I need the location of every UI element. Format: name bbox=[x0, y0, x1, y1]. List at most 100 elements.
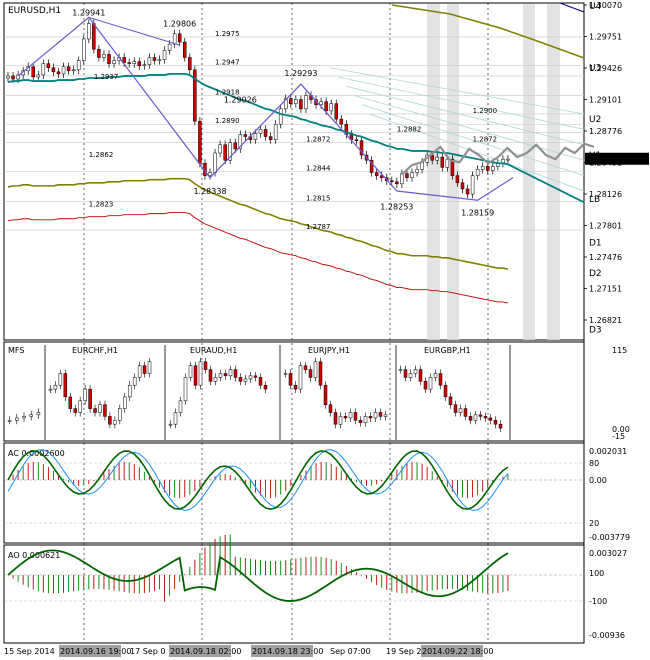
candle-body bbox=[162, 50, 167, 60]
candle-body bbox=[208, 172, 212, 176]
mfs-candle bbox=[15, 417, 19, 421]
candle-body bbox=[193, 69, 197, 122]
mfs-candle bbox=[173, 412, 178, 425]
level-label-U4: U4 bbox=[589, 2, 602, 12]
mfs-candle bbox=[233, 369, 238, 378]
mfs-candle bbox=[243, 378, 248, 382]
ao-axis-label-1: 100 bbox=[589, 569, 604, 578]
swing-price-label-6: 1.28159 bbox=[461, 209, 494, 218]
x-axis-label-7: 2014.09.22 18:00 bbox=[422, 647, 493, 656]
mfs-candle bbox=[203, 361, 208, 370]
price-axis-label-2: 1.29426 bbox=[589, 64, 622, 73]
mfs-candle bbox=[208, 369, 213, 382]
mfs-series-label-1: EURAUD,H1 bbox=[190, 346, 237, 355]
mfs-candle bbox=[313, 361, 318, 378]
candle-body bbox=[223, 144, 227, 161]
mfs-candle bbox=[308, 369, 313, 378]
candle-body bbox=[329, 103, 333, 112]
candle-body bbox=[354, 139, 359, 141]
mfs-candle bbox=[368, 416, 373, 419]
current-price-label: 1.28564 bbox=[589, 155, 622, 164]
candle-body bbox=[405, 173, 409, 178]
ac-signal-line bbox=[7, 449, 509, 511]
mfs-candle bbox=[137, 365, 142, 378]
ac-axis-label-3: 20 bbox=[589, 519, 599, 528]
swing-price-label-1: 1.29806 bbox=[163, 20, 196, 29]
candle-body bbox=[66, 66, 71, 72]
level-price-label-12: 1.2900 bbox=[473, 107, 498, 115]
zigzag-branch bbox=[88, 16, 180, 46]
candle-body bbox=[390, 180, 394, 183]
candle-body bbox=[415, 169, 419, 173]
candle-body bbox=[284, 98, 288, 110]
candle-body bbox=[167, 43, 172, 51]
upper-blue-line bbox=[559, 2, 585, 13]
candle-body bbox=[410, 172, 414, 178]
mfs-candle bbox=[298, 365, 303, 390]
mfs-candle bbox=[453, 404, 458, 413]
level-price-label-5: 1.2872 bbox=[306, 136, 331, 144]
x-axis-label-0: 15 Sep 2014 bbox=[4, 647, 55, 656]
mfs-candle bbox=[127, 384, 132, 398]
mfs-candle bbox=[228, 369, 233, 377]
level-price-label-4: 1.2890 bbox=[215, 117, 240, 125]
candle-body bbox=[460, 182, 465, 190]
level-label-D2: D2 bbox=[589, 269, 602, 279]
mfs-candle bbox=[168, 423, 173, 426]
candle-body bbox=[97, 48, 101, 58]
level-price-label-7: 1.2844 bbox=[306, 165, 331, 173]
x-axis-label-6: 19 Sep 2 bbox=[386, 647, 421, 656]
mfs-candle bbox=[448, 396, 453, 405]
mfs-candle bbox=[118, 408, 122, 421]
level-label-D1: D1 bbox=[589, 238, 602, 248]
candle-body bbox=[92, 23, 96, 50]
panel-frame-2 bbox=[3, 442, 585, 544]
price-axis-label-3: 1.29101 bbox=[589, 96, 622, 105]
price-axis-label-8: 1.27476 bbox=[589, 253, 622, 262]
mfs-candle bbox=[68, 396, 73, 409]
mfs-axis-min: -15 bbox=[612, 432, 625, 441]
candle-body bbox=[152, 57, 157, 61]
ao-axis-label-2: -100 bbox=[589, 597, 607, 606]
mfs-candle bbox=[333, 412, 338, 425]
candle-body bbox=[470, 175, 475, 195]
candle-body bbox=[87, 23, 91, 40]
candle-body bbox=[455, 175, 460, 184]
mfs-candle bbox=[218, 373, 223, 378]
mfs-candle bbox=[398, 369, 403, 371]
x-axis-label-3: 2014.09.18 02:00 bbox=[170, 647, 241, 656]
candle-body bbox=[198, 120, 202, 164]
candle-body bbox=[273, 123, 278, 140]
mfs-candle bbox=[238, 377, 243, 382]
mfs-candle bbox=[132, 377, 137, 386]
envelope-upper-olive bbox=[391, 4, 585, 59]
mfs-candle bbox=[383, 414, 388, 417]
mfs-candle bbox=[323, 384, 328, 405]
candle-body bbox=[243, 134, 248, 137]
candle-body bbox=[6, 75, 10, 79]
x-axis-highlight-3 bbox=[169, 645, 231, 657]
candle-body bbox=[475, 169, 480, 176]
candle-body bbox=[157, 59, 162, 61]
price-axis-label-7: 1.27801 bbox=[589, 222, 622, 231]
candle-body bbox=[102, 54, 106, 58]
mfs-title: MFS bbox=[8, 346, 24, 355]
price-axis-label-9: 1.27151 bbox=[589, 285, 622, 294]
candle-body bbox=[122, 57, 126, 63]
mfs-candle bbox=[418, 369, 423, 382]
mfs-candle bbox=[63, 373, 68, 398]
time-band-3 bbox=[547, 4, 560, 340]
mfs-candle bbox=[433, 373, 438, 378]
candle-body bbox=[450, 158, 455, 176]
candle-body bbox=[112, 60, 116, 64]
x-axis-highlight-7 bbox=[421, 645, 483, 657]
mfs-candle bbox=[303, 365, 308, 370]
candle-body bbox=[445, 158, 450, 168]
envelope-lower-red bbox=[7, 212, 509, 304]
candle-body bbox=[440, 156, 445, 168]
candle-body bbox=[177, 33, 182, 43]
ac-title: AC 0.0002600 bbox=[8, 449, 65, 458]
mfs-candle bbox=[223, 373, 228, 377]
